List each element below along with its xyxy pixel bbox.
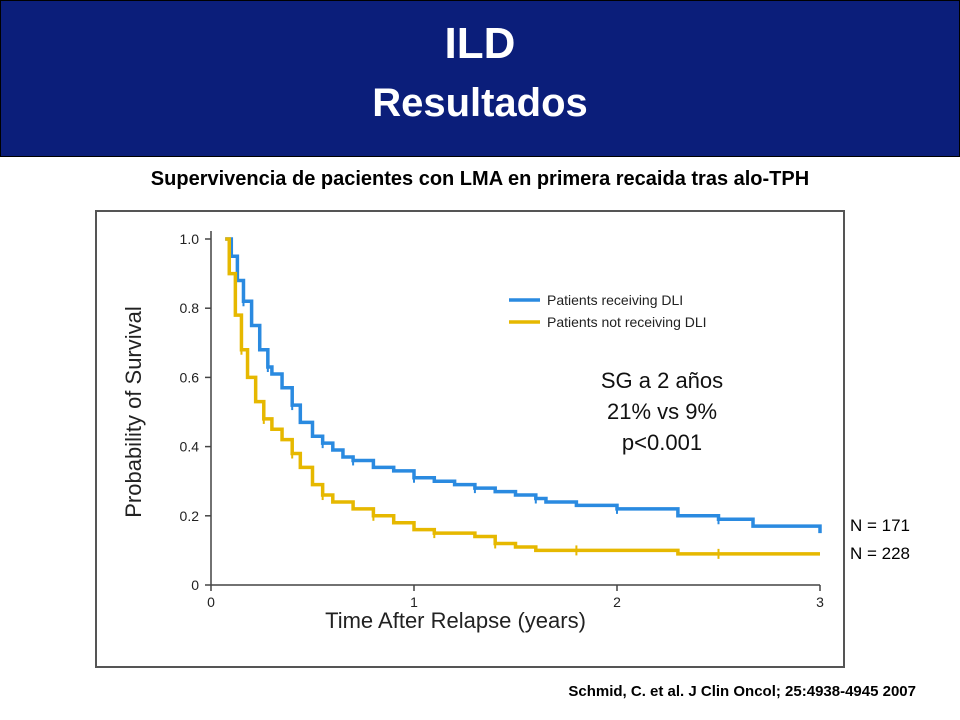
chart-heading: Supervivencia de pacientes con LMA en pr… xyxy=(150,168,810,190)
n-label-no-dli: N = 228 xyxy=(850,544,911,563)
series-line-dli xyxy=(225,237,822,534)
n-label-dli: N = 171 xyxy=(850,516,911,535)
chart-frame: 0 1 2 3 0 0.2 0.4 0.6 0.8 1.0 Time After Relapse (… xyxy=(95,210,845,668)
y-tick-label: 1.0 xyxy=(180,231,200,247)
y-tick-label: 0.8 xyxy=(180,300,200,316)
x-axis-label: Time After Relapse (years) xyxy=(325,608,586,633)
legend-label-dli: Patients receiving DLI xyxy=(547,292,683,308)
y-tick-label: 0.4 xyxy=(180,439,200,455)
survival-chart: 0 1 2 3 0 0.2 0.4 0.6 0.8 1.0 Time After Relapse (… xyxy=(121,231,824,633)
annotation-line: 21% vs 9% xyxy=(607,399,717,424)
slide-subtitle: Resultados xyxy=(372,81,588,125)
citation: Schmid, C. et al. J Clin Oncol; 25:4938-… xyxy=(568,683,916,700)
y-tick-label: 0 xyxy=(191,577,199,593)
series-line-no-dli xyxy=(225,237,820,556)
x-tick-label: 3 xyxy=(816,594,824,610)
x-tick-label: 0 xyxy=(207,594,215,610)
y-tick-label: 0.2 xyxy=(180,508,200,524)
x-tick-label: 2 xyxy=(613,594,621,610)
y-axis-label: Probability of Survival xyxy=(121,306,146,518)
title-banner: ILD Resultados xyxy=(0,0,960,157)
slide-title: ILD xyxy=(444,19,516,68)
legend-label-no-dli: Patients not receiving DLI xyxy=(547,314,707,330)
annotation-line: SG a 2 años xyxy=(601,368,723,393)
y-tick-label: 0.6 xyxy=(180,369,200,385)
annotation-line: p<0.001 xyxy=(622,430,702,455)
x-tick-label: 1 xyxy=(410,594,418,610)
